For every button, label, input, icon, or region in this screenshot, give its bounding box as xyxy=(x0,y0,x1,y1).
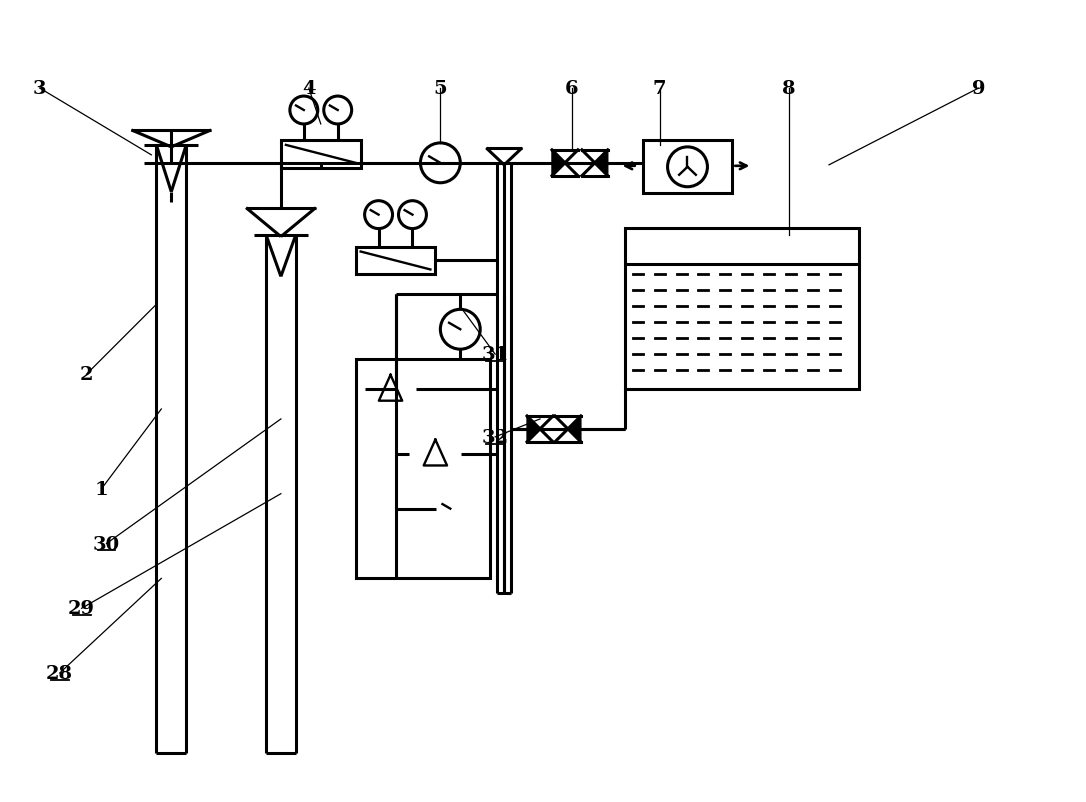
Bar xyxy=(281,140,361,168)
Text: 6: 6 xyxy=(565,80,579,98)
Circle shape xyxy=(668,148,707,188)
Text: 8: 8 xyxy=(782,80,796,98)
Polygon shape xyxy=(552,151,565,176)
Circle shape xyxy=(440,310,480,350)
Circle shape xyxy=(290,97,318,125)
Text: 2: 2 xyxy=(80,366,93,383)
Bar xyxy=(643,140,732,193)
Polygon shape xyxy=(527,416,540,443)
Circle shape xyxy=(324,97,352,125)
Polygon shape xyxy=(595,151,608,176)
Text: 30: 30 xyxy=(93,535,121,553)
Circle shape xyxy=(365,201,392,229)
Text: 9: 9 xyxy=(972,80,985,98)
Text: 28: 28 xyxy=(47,664,73,683)
Text: 1: 1 xyxy=(94,480,109,498)
Bar xyxy=(355,247,435,275)
Text: 32: 32 xyxy=(481,428,508,447)
Text: 29: 29 xyxy=(68,600,96,618)
Polygon shape xyxy=(568,416,581,443)
Circle shape xyxy=(409,428,462,480)
Text: 5: 5 xyxy=(433,80,447,98)
Circle shape xyxy=(399,201,427,229)
Text: 7: 7 xyxy=(653,80,667,98)
Circle shape xyxy=(365,363,416,415)
Text: 4: 4 xyxy=(302,80,316,98)
Circle shape xyxy=(440,539,460,559)
Bar xyxy=(355,359,490,579)
Bar xyxy=(624,229,859,390)
Circle shape xyxy=(420,144,460,184)
Circle shape xyxy=(437,495,465,523)
Text: 3: 3 xyxy=(33,80,47,98)
Text: 31: 31 xyxy=(481,346,509,364)
